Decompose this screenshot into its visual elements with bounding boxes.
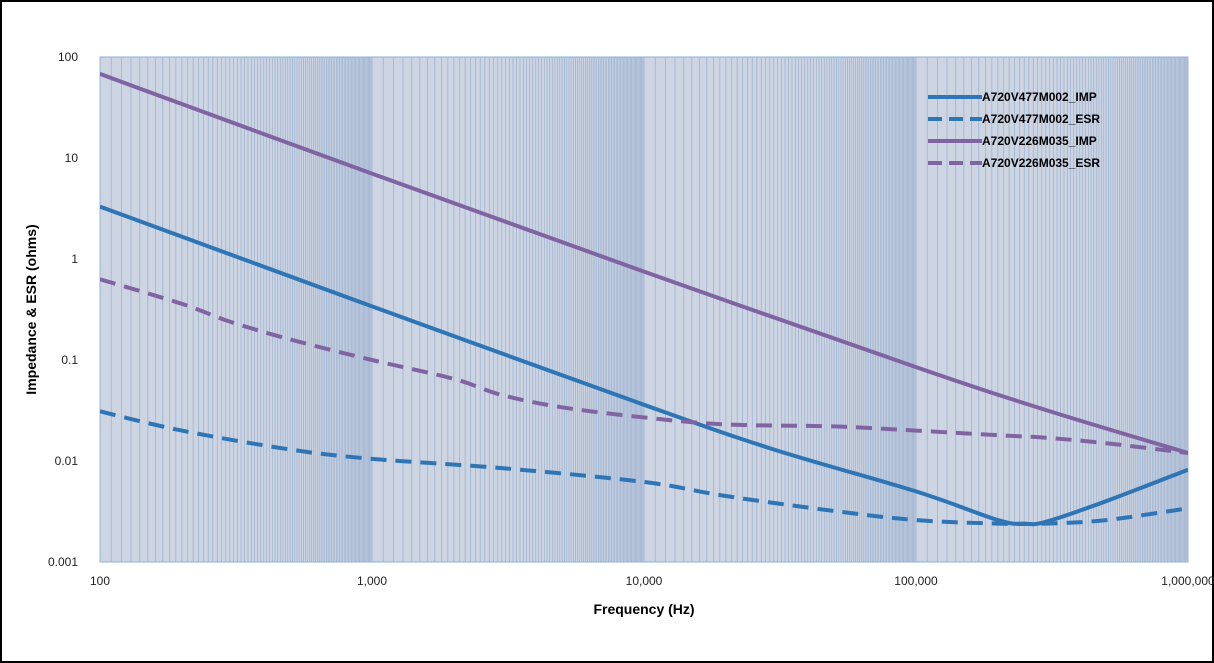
x-tick-label: 100,000 [894,574,938,588]
gridlines [99,57,1189,562]
x-tick-label: 10,000 [626,574,663,588]
legend: A720V477M002_IMP A720V477M002_ESR A720V226… [928,90,1100,170]
x-tick-label: 1,000,000 [1161,574,1214,588]
series-line-a720v477m002_esr [100,409,1188,527]
legend-label: A720V226M035_ESR [982,156,1100,170]
series-line-a720v226m035_esr [100,277,1188,455]
y-tick-label: 0.01 [55,454,79,468]
y-axis-title: Impedance & ESR (ohms) [23,224,39,394]
series-line-a720v477m002_imp [100,204,1188,527]
y-tick-label: 0.001 [48,555,78,569]
legend-label: A720V226M035_IMP [982,134,1097,148]
x-tick-label: 1,000 [357,574,387,588]
x-tick-label: 100 [90,574,110,588]
y-tick-label: 100 [58,50,78,64]
y-axis-ticks: 0.001 0.01 0.1 1 10 100 [48,50,78,569]
y-tick-label: 0.1 [61,353,78,367]
y-tick-label: 1 [71,252,78,266]
x-axis-title: Frequency (Hz) [593,601,694,617]
y-tick-label: 10 [65,151,79,165]
legend-label: A720V477M002_ESR [982,112,1100,126]
legend-label: A720V477M002_IMP [982,90,1097,104]
x-axis-ticks: 100 1,000 10,000 100,000 1,000,000 [90,574,1214,588]
vertical-gridlines [99,57,1189,562]
series-line-a720v226m035_imp [100,72,1188,455]
series-layer [100,72,1188,527]
